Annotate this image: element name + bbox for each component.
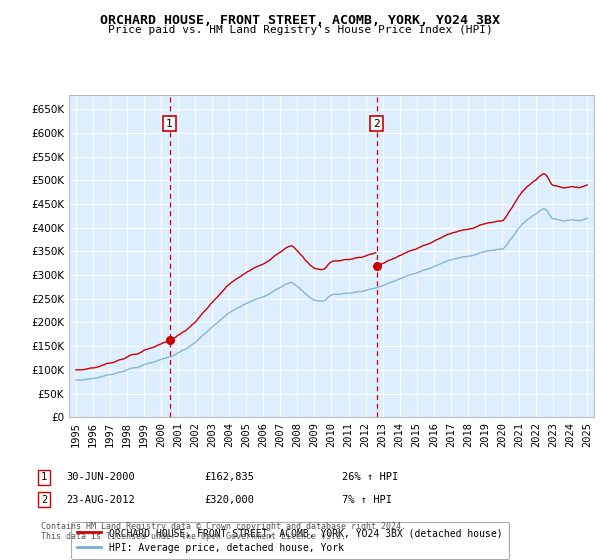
Text: £162,835: £162,835 <box>204 472 254 482</box>
Text: 2: 2 <box>373 119 380 129</box>
Text: 2: 2 <box>41 494 47 505</box>
Text: ORCHARD HOUSE, FRONT STREET, ACOMB, YORK, YO24 3BX: ORCHARD HOUSE, FRONT STREET, ACOMB, YORK… <box>100 14 500 27</box>
Text: 1: 1 <box>166 119 173 129</box>
Text: Contains HM Land Registry data © Crown copyright and database right 2024.
This d: Contains HM Land Registry data © Crown c… <box>41 522 406 542</box>
Text: 7% ↑ HPI: 7% ↑ HPI <box>342 494 392 505</box>
Text: £320,000: £320,000 <box>204 494 254 505</box>
Text: Price paid vs. HM Land Registry's House Price Index (HPI): Price paid vs. HM Land Registry's House … <box>107 25 493 35</box>
Text: 23-AUG-2012: 23-AUG-2012 <box>66 494 135 505</box>
Text: 30-JUN-2000: 30-JUN-2000 <box>66 472 135 482</box>
Legend: ORCHARD HOUSE, FRONT STREET, ACOMB, YORK, YO24 3BX (detached house), HPI: Averag: ORCHARD HOUSE, FRONT STREET, ACOMB, YORK… <box>71 522 509 559</box>
Text: 1: 1 <box>41 472 47 482</box>
Text: 26% ↑ HPI: 26% ↑ HPI <box>342 472 398 482</box>
